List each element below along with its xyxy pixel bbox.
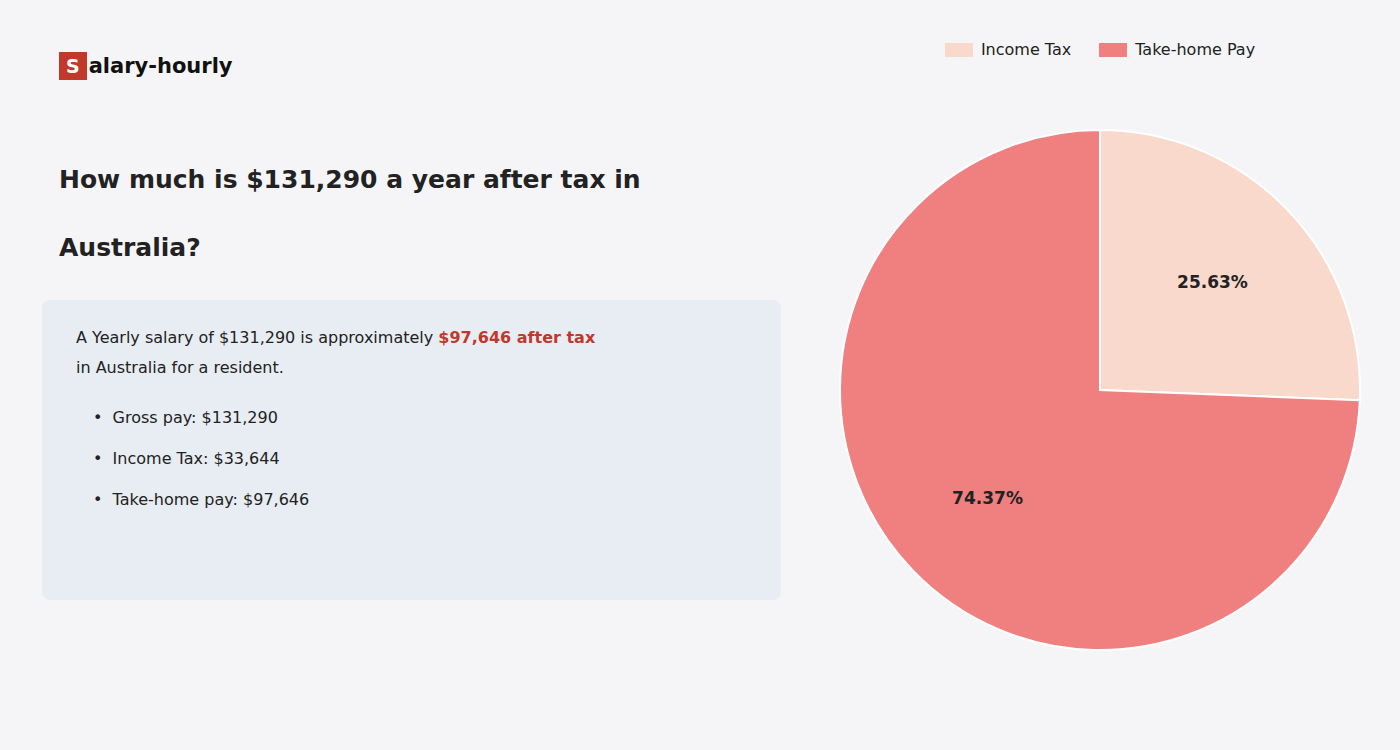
html-text:Take-home Pay: Take-home Pay [1135, 40, 1256, 59]
html-text:• Gross pay: $131,290: • Gross pay: $131,290 [93, 408, 278, 427]
svg-text:25.63%: 25.63% [1177, 272, 1248, 292]
html-text:Australia?: Australia? [59, 233, 201, 262]
html-text:S alary-hourly: S alary-hourly [66, 54, 233, 78]
html-text:• Take-home pay: $97,646: • Take-home pay: $97,646 [93, 490, 310, 509]
html-text:How much is $131,290 a year af: How much is $131,290 a year after tax in [59, 165, 641, 194]
html-text:Income Tax: Income Tax [980, 40, 1072, 59]
html-text:in Australia for a resident.: in Australia for a resident. [76, 358, 284, 377]
html-text:A Yearly salary of $131,290 is: A Yearly salary of $131,290 is approxima… [76, 328, 596, 347]
html-text:• Income Tax: $33,644: • Income Tax: $33,644 [93, 449, 280, 468]
svg-text:74.37%: 74.37% [952, 488, 1023, 508]
